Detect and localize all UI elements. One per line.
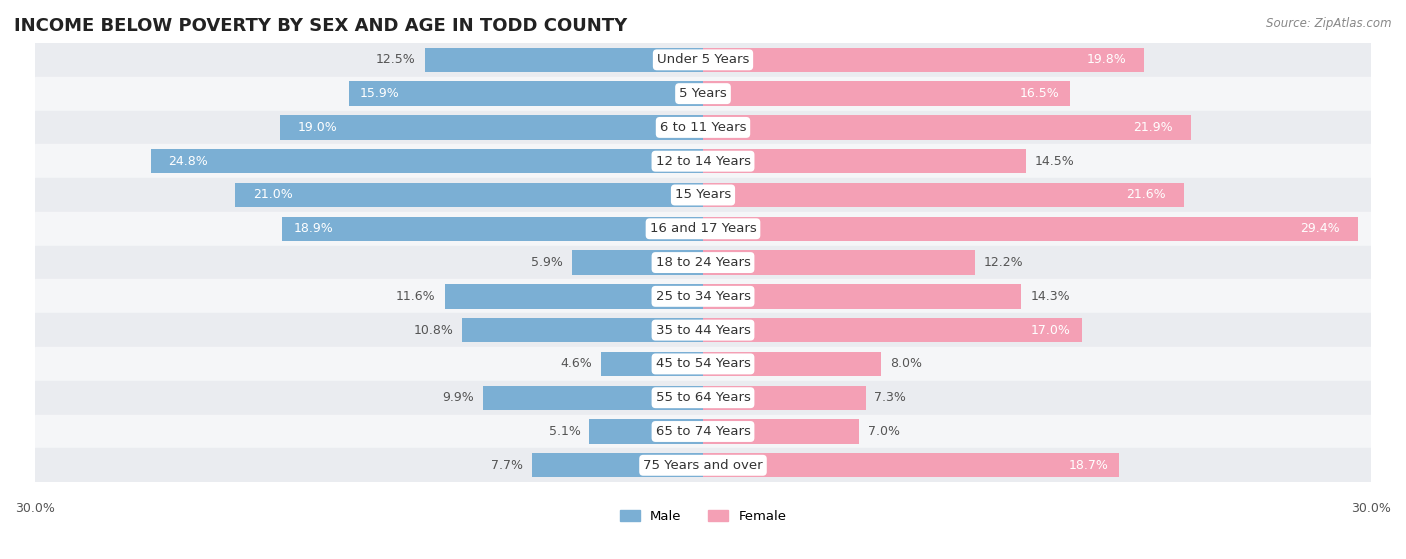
Text: 8.0%: 8.0% [890,357,922,371]
Bar [463,318,703,342]
Text: 30.0%: 30.0% [1351,503,1391,515]
Bar [349,82,703,106]
Bar [35,245,1371,280]
Bar [572,250,703,274]
Bar [703,183,1184,207]
Bar [35,212,1371,245]
Bar [35,381,1371,415]
Bar [35,313,1371,347]
Bar [703,82,1070,106]
Bar [35,415,1371,448]
Bar [703,318,1081,342]
Text: 12.2%: 12.2% [984,256,1024,269]
Bar [235,183,703,207]
Text: 17.0%: 17.0% [1031,324,1070,337]
Bar [703,48,1144,72]
Text: 55 to 64 Years: 55 to 64 Years [655,391,751,404]
Text: 7.7%: 7.7% [491,459,523,472]
Text: 30.0%: 30.0% [15,503,55,515]
Text: 19.0%: 19.0% [298,121,337,134]
Bar [703,115,1191,140]
Bar [35,178,1371,212]
Bar [703,284,1021,309]
Legend: Male, Female: Male, Female [614,504,792,528]
Bar [444,284,703,309]
Text: 5.1%: 5.1% [548,425,581,438]
Text: Under 5 Years: Under 5 Years [657,53,749,67]
Text: 7.0%: 7.0% [868,425,900,438]
Text: 16 and 17 Years: 16 and 17 Years [650,222,756,235]
Text: 21.9%: 21.9% [1133,121,1173,134]
Text: 14.3%: 14.3% [1031,290,1070,303]
Bar [589,419,703,444]
Text: 6 to 11 Years: 6 to 11 Years [659,121,747,134]
Bar [703,250,974,274]
Text: 45 to 54 Years: 45 to 54 Years [655,357,751,371]
Bar [425,48,703,72]
Text: 15 Years: 15 Years [675,188,731,201]
Bar [35,43,1371,77]
Bar [531,453,703,477]
Bar [35,77,1371,111]
Text: 12 to 14 Years: 12 to 14 Years [655,155,751,168]
Text: 16.5%: 16.5% [1019,87,1059,100]
Text: 12.5%: 12.5% [375,53,416,67]
Bar [283,217,703,241]
Text: 18 to 24 Years: 18 to 24 Years [655,256,751,269]
Text: 18.9%: 18.9% [294,222,333,235]
Bar [280,115,703,140]
Bar [35,280,1371,313]
Text: INCOME BELOW POVERTY BY SEX AND AGE IN TODD COUNTY: INCOME BELOW POVERTY BY SEX AND AGE IN T… [14,17,627,35]
Text: 18.7%: 18.7% [1069,459,1108,472]
Text: 35 to 44 Years: 35 to 44 Years [655,324,751,337]
Text: 4.6%: 4.6% [560,357,592,371]
Text: 11.6%: 11.6% [396,290,436,303]
Bar [703,419,859,444]
Text: 65 to 74 Years: 65 to 74 Years [655,425,751,438]
Bar [703,217,1358,241]
Bar [482,386,703,410]
Text: 15.9%: 15.9% [360,87,399,100]
Text: 75 Years and over: 75 Years and over [643,459,763,472]
Bar [35,111,1371,144]
Text: 25 to 34 Years: 25 to 34 Years [655,290,751,303]
Text: Source: ZipAtlas.com: Source: ZipAtlas.com [1267,17,1392,30]
Text: 19.8%: 19.8% [1087,53,1126,67]
Text: 10.8%: 10.8% [413,324,454,337]
Bar [150,149,703,173]
Text: 24.8%: 24.8% [169,155,208,168]
Bar [703,386,866,410]
Text: 21.6%: 21.6% [1126,188,1166,201]
Text: 29.4%: 29.4% [1301,222,1340,235]
Bar [35,144,1371,178]
Text: 5.9%: 5.9% [531,256,562,269]
Bar [35,448,1371,482]
Bar [35,347,1371,381]
Text: 14.5%: 14.5% [1035,155,1074,168]
Bar [600,352,703,376]
Text: 9.9%: 9.9% [441,391,474,404]
Bar [703,453,1119,477]
Text: 21.0%: 21.0% [253,188,292,201]
Text: 7.3%: 7.3% [875,391,907,404]
Bar [703,352,882,376]
Text: 5 Years: 5 Years [679,87,727,100]
Bar [703,149,1026,173]
